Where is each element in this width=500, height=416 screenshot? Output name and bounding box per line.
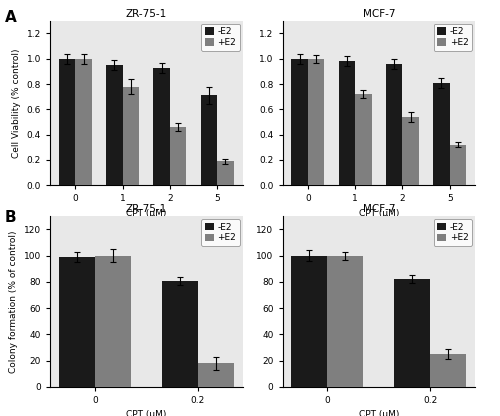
X-axis label: CPT (μM): CPT (μM): [126, 411, 166, 416]
Y-axis label: Colony formation (% of control): Colony formation (% of control): [9, 230, 18, 373]
Y-axis label: Cell Viability (% control): Cell Viability (% control): [12, 48, 21, 158]
Bar: [433, 83, 450, 185]
Title: ZR-75-1: ZR-75-1: [126, 204, 167, 214]
X-axis label: CPT (μM): CPT (μM): [358, 209, 399, 218]
Bar: [76, 59, 92, 185]
Bar: [291, 256, 328, 387]
Bar: [162, 281, 198, 387]
Bar: [328, 256, 364, 387]
Bar: [106, 65, 122, 185]
Bar: [308, 59, 324, 185]
Title: ZR-75-1: ZR-75-1: [126, 9, 167, 19]
Text: B: B: [5, 210, 16, 225]
Bar: [154, 67, 170, 185]
Legend: -E2, +E2: -E2, +E2: [201, 219, 240, 246]
Legend: -E2, +E2: -E2, +E2: [434, 219, 472, 246]
Title: MCF-7: MCF-7: [362, 9, 395, 19]
Bar: [95, 256, 131, 387]
Bar: [59, 257, 95, 387]
Text: A: A: [5, 10, 17, 25]
Bar: [402, 117, 419, 185]
Bar: [450, 145, 466, 185]
Title: MCF-7: MCF-7: [362, 204, 395, 214]
Legend: -E2, +E2: -E2, +E2: [201, 24, 240, 50]
Bar: [430, 354, 466, 387]
Legend: -E2, +E2: -E2, +E2: [434, 24, 472, 50]
Bar: [386, 64, 402, 185]
Bar: [355, 94, 372, 185]
Bar: [198, 363, 234, 387]
Bar: [170, 127, 186, 185]
Bar: [217, 161, 234, 185]
Bar: [291, 59, 308, 185]
X-axis label: CPT (μM): CPT (μM): [126, 209, 166, 218]
Bar: [338, 61, 355, 185]
Bar: [200, 95, 217, 185]
Bar: [59, 59, 76, 185]
Bar: [122, 87, 139, 185]
X-axis label: CPT (μM): CPT (μM): [358, 411, 399, 416]
Bar: [394, 279, 430, 387]
